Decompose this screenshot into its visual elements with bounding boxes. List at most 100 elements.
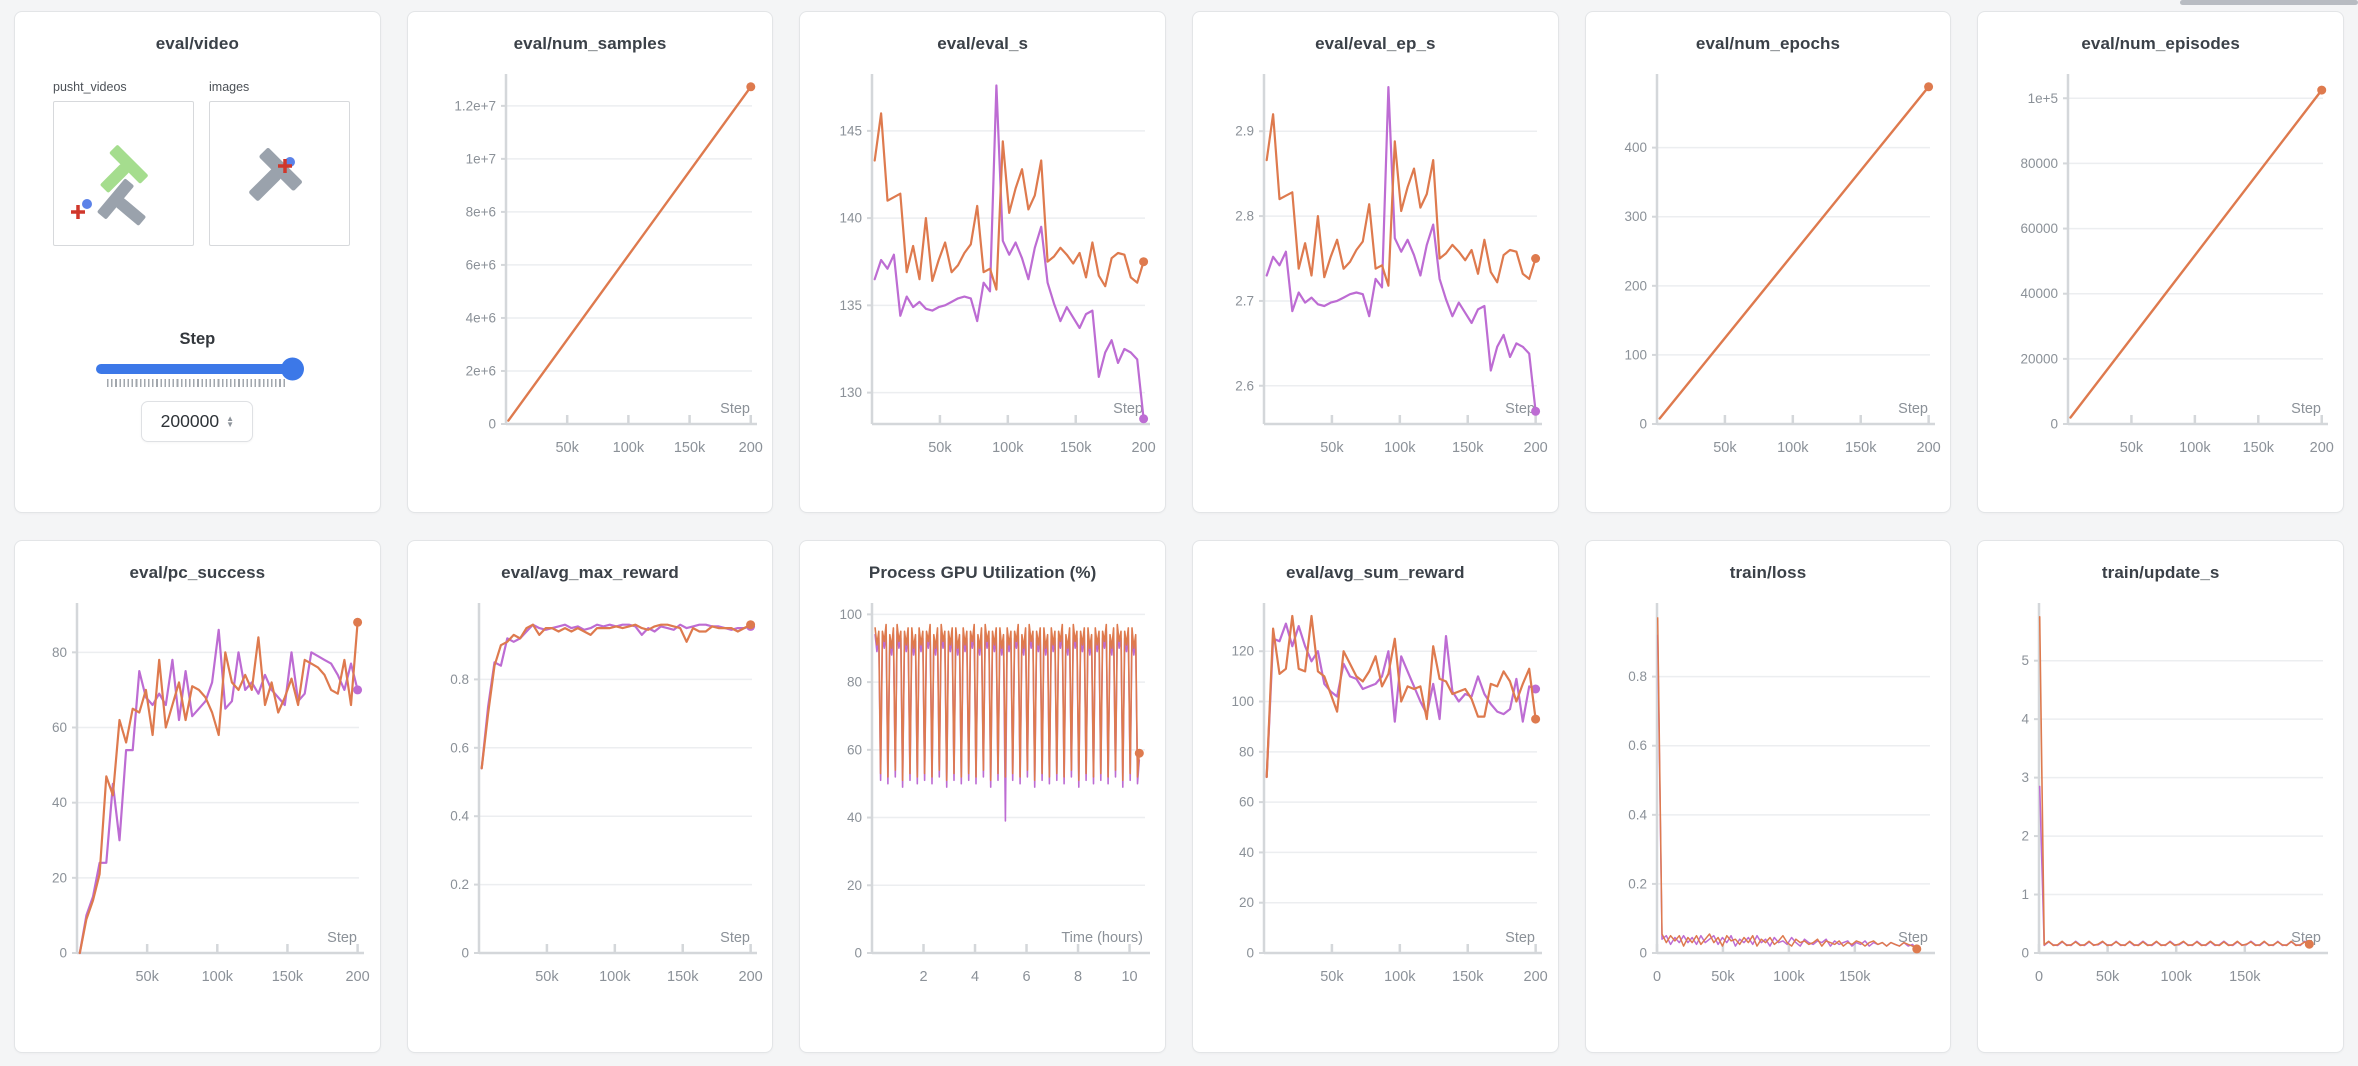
chart-title: eval/num_epochs [1695, 34, 1841, 53]
svg-text:Step: Step [1113, 401, 1143, 417]
thumbnail-pusht-videos: pusht_videos [53, 80, 194, 246]
svg-text:150k: 150k [2229, 969, 2261, 985]
svg-text:Time (hours): Time (hours) [1061, 930, 1143, 946]
svg-text:80: 80 [52, 645, 67, 660]
panel-eval-eval-s: eval/eval_s 130 135 140 145 50k 100k 150k 200 St… [799, 11, 1166, 513]
svg-text:1.2e+7: 1.2e+7 [454, 98, 496, 113]
svg-text:80: 80 [847, 675, 862, 690]
svg-text:100k: 100k [1384, 969, 1416, 985]
svg-text:2.7: 2.7 [1236, 293, 1255, 308]
svg-text:0: 0 [1247, 946, 1255, 961]
svg-text:0.8: 0.8 [450, 672, 469, 687]
svg-text:200: 200 [739, 969, 763, 985]
chart-canvas[interactable]: 130 135 140 145 50k 100k 150k 200 Step [805, 56, 1161, 494]
svg-text:100k: 100k [992, 440, 1024, 456]
svg-text:50k: 50k [928, 440, 952, 456]
svg-text:100: 100 [1624, 347, 1647, 362]
svg-text:200: 200 [2309, 440, 2333, 456]
chart-canvas[interactable]: 2.6 2.7 2.8 2.9 50k 100k 150k 200 Step [1197, 56, 1553, 494]
svg-text:3: 3 [2021, 770, 2029, 785]
chart-canvas[interactable]: 0 2e+6 4e+6 6e+6 8e+6 1e+7 1.2e+7 50k 100k 150k 20… [412, 56, 768, 494]
media-thumbnails: pusht_videos [15, 80, 380, 246]
svg-text:150k: 150k [667, 969, 699, 985]
svg-text:Step: Step [1898, 401, 1928, 417]
step-slider[interactable] [96, 357, 305, 381]
svg-text:2e+6: 2e+6 [466, 363, 496, 378]
svg-text:2.9: 2.9 [1236, 124, 1255, 139]
chart-title: train/loss [1729, 563, 1807, 582]
svg-text:200: 200 [1524, 969, 1548, 985]
svg-text:200: 200 [1917, 440, 1941, 456]
spinner-up-icon[interactable]: ▲ [226, 413, 234, 423]
chart-canvas[interactable]: 0 0.2 0.4 0.6 0.8 50k 100k 150k 200 Step [412, 585, 768, 1023]
svg-text:4: 4 [2021, 712, 2029, 727]
svg-text:40: 40 [847, 810, 862, 825]
svg-text:0.4: 0.4 [450, 809, 469, 824]
svg-text:200: 200 [1524, 440, 1548, 456]
svg-text:50k: 50k [136, 969, 160, 985]
svg-text:50k: 50k [1713, 440, 1737, 456]
step-slider-knob[interactable] [281, 357, 305, 381]
step-label: Step [179, 330, 216, 348]
chart-title: eval/pc_success [129, 563, 266, 582]
svg-text:0: 0 [2035, 969, 2043, 985]
svg-text:130: 130 [839, 385, 862, 400]
svg-text:200: 200 [1131, 440, 1155, 456]
svg-text:150k: 150k [1060, 440, 1092, 456]
svg-text:150k: 150k [272, 969, 304, 985]
svg-text:100k: 100k [1777, 440, 1809, 456]
svg-text:6: 6 [1022, 969, 1030, 985]
svg-text:2: 2 [919, 969, 927, 985]
svg-text:0.4: 0.4 [1628, 807, 1647, 822]
chart-canvas[interactable]: 0 20 40 60 80 100 120 50k 100k 150k 200 Step [1197, 585, 1553, 1023]
svg-text:100k: 100k [2160, 969, 2192, 985]
chart-canvas[interactable]: 0 20 40 60 80 100 2 4 6 8 10 Time (hours) [805, 585, 1161, 1023]
panel-title: eval/video [155, 34, 239, 53]
svg-text:0: 0 [2021, 946, 2029, 961]
spinner-down-icon[interactable]: ▼ [226, 419, 234, 429]
svg-text:40000: 40000 [2020, 286, 2058, 301]
chart-canvas[interactable]: 0 1 2 3 4 5 0 50k 100k 150k Step [1983, 585, 2339, 1023]
svg-text:Step: Step [1505, 930, 1535, 946]
svg-text:40: 40 [1239, 845, 1254, 860]
panel-train-update-s: train/update_s 0 1 2 3 4 5 0 50k 100k 150k Step [1977, 540, 2344, 1053]
svg-text:50k: 50k [1321, 440, 1345, 456]
svg-text:0: 0 [2050, 417, 2058, 432]
panel-eval-num-samples: eval/num_samples 0 2e+6 4e+6 6e+6 8e+6 1e+7 1.… [406, 11, 774, 513]
svg-text:0: 0 [1639, 417, 1647, 432]
svg-text:10: 10 [1121, 969, 1137, 985]
pusht-video-image[interactable] [53, 101, 194, 246]
svg-text:300: 300 [1624, 209, 1647, 224]
svg-text:1e+5: 1e+5 [2027, 91, 2057, 106]
chart-canvas[interactable]: 0 20 40 60 80 50k 100k 150k 200 Step [19, 585, 375, 1023]
thumbnail-label: pusht_videos [53, 80, 127, 94]
svg-text:0: 0 [854, 946, 862, 961]
svg-text:100: 100 [1232, 694, 1255, 709]
svg-text:0.2: 0.2 [450, 877, 469, 892]
chart-canvas[interactable]: 0 0.2 0.4 0.6 0.8 0 50k 100k 150k Step [1590, 585, 1946, 1023]
chart-canvas[interactable]: 0 100 200 300 400 50k 100k 150k 200 Step [1590, 56, 1946, 494]
svg-text:0: 0 [1653, 969, 1661, 985]
chart-title: eval/num_samples [513, 34, 667, 53]
step-value-input[interactable]: 200000 ▲ ▼ [141, 401, 254, 442]
svg-text:5: 5 [2021, 653, 2029, 668]
svg-text:150k: 150k [2242, 440, 2274, 456]
panel-process-gpu-utilization: Process GPU Utilization (%) 0 20 40 60 80 100… [799, 540, 1166, 1053]
scrollbar-horizontal[interactable] [2180, 0, 2358, 5]
svg-text:2.8: 2.8 [1236, 209, 1255, 224]
svg-text:2: 2 [2021, 829, 2029, 844]
svg-text:Step: Step [720, 930, 750, 946]
chart-canvas[interactable]: 0 20000 40000 60000 80000 1e+5 50k 100k 150k 200 S… [1983, 56, 2339, 494]
svg-text:1e+7: 1e+7 [466, 151, 496, 166]
svg-text:60: 60 [1239, 795, 1254, 810]
panel-eval-num-epochs: eval/num_epochs 0 100 200 300 400 50k 100k 150k… [1584, 11, 1952, 513]
svg-text:100k: 100k [202, 969, 234, 985]
panel-eval-avg-max-reward: eval/avg_max_reward 0 0.2 0.4 0.6 0.8 50k 100k… [406, 540, 774, 1053]
svg-text:200: 200 [739, 440, 763, 456]
stepper-spinner[interactable]: ▲ ▼ [226, 413, 234, 429]
chart-title: eval/num_episodes [2081, 34, 2240, 53]
images-image[interactable] [209, 101, 350, 246]
svg-text:Step: Step [327, 930, 357, 946]
thumbnail-images: images [209, 80, 350, 246]
